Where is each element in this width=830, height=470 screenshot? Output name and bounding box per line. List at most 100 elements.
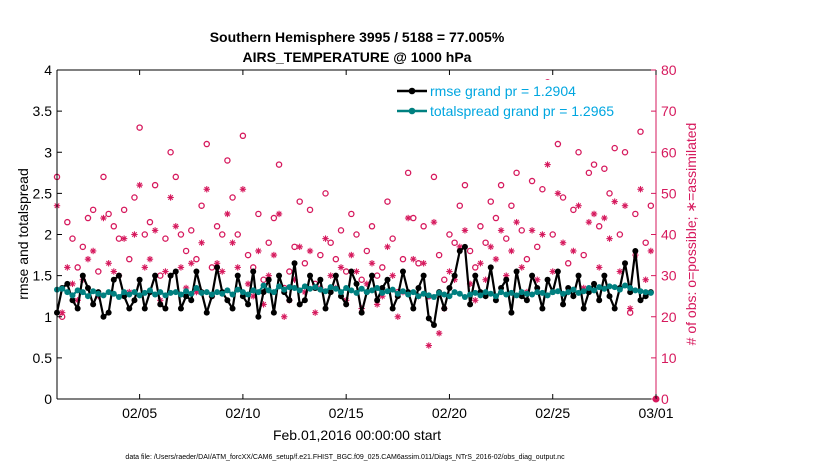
obs-possible-point: [492, 214, 500, 222]
obs-assimilated-point: [136, 181, 143, 189]
rmse-point: [343, 301, 350, 308]
totalspread-point: [467, 291, 474, 298]
obs-possible-point: [410, 214, 417, 222]
totalspread-point: [95, 290, 102, 297]
obs-possible-point: [456, 202, 464, 209]
rmse-point: [539, 305, 546, 312]
y-right-tick-label: 50: [661, 185, 677, 201]
totalspread-point: [420, 290, 427, 297]
obs-possible-point: [472, 264, 479, 271]
rmse-point: [642, 293, 649, 300]
obs-possible-point: [564, 260, 572, 267]
obs-assimilated-point: [606, 235, 613, 242]
rmse-point: [622, 260, 629, 267]
obs-possible-point: [301, 260, 309, 267]
obs-possible-point: [193, 255, 200, 263]
totalspread-point: [523, 290, 530, 297]
obs-assimilated-point: [477, 260, 484, 267]
obs-possible-point: [585, 169, 593, 177]
totalspread-point: [379, 289, 386, 296]
obs-possible-point: [477, 223, 484, 230]
rmse-point: [322, 305, 329, 312]
rmse-point: [245, 301, 252, 308]
totalspread-point: [265, 287, 272, 294]
obs-possible-point: [441, 276, 448, 283]
obs-possible-point: [342, 268, 350, 275]
totalspread-point: [446, 293, 453, 300]
rmse-point: [518, 293, 525, 300]
rmse-point: [554, 268, 561, 275]
obs-possible-point: [229, 194, 236, 201]
obs-possible-point: [317, 251, 324, 259]
obs-possible-point: [218, 231, 226, 238]
totalspread-point: [291, 284, 298, 291]
totalspread-point: [353, 289, 360, 296]
totalspread-point: [518, 289, 525, 296]
y-right-tick-label: 40: [661, 227, 677, 243]
y-left-axis-label: rmse and totalspread: [15, 168, 31, 300]
rmse-point: [270, 309, 277, 316]
obs-assimilated-point: [120, 235, 128, 242]
obs-assimilated-point: [487, 243, 494, 251]
y-right-tick-label: 20: [661, 309, 677, 325]
obs-assimilated-point: [575, 202, 582, 209]
rmse-point: [451, 272, 458, 279]
obs-assimilated-point: [188, 260, 195, 267]
obs-assimilated-point: [234, 264, 241, 271]
rmse-point: [64, 280, 71, 287]
totalspread-point: [513, 292, 520, 299]
y-right-tick-label: 10: [661, 350, 677, 366]
obs-assimilated-point: [203, 186, 210, 193]
totalspread-point: [100, 292, 107, 299]
obs-possible-point: [580, 251, 587, 259]
x-axis-ticks: 02/05 02/10 02/15 02/20 02/25 03/01: [122, 70, 674, 421]
totalspread-point: [136, 292, 143, 299]
rmse-point: [105, 309, 112, 316]
totalspread-point: [276, 283, 283, 290]
rmse-point: [74, 305, 81, 312]
y-right-tick-label: 30: [661, 268, 677, 284]
rmse-point: [498, 284, 505, 291]
obs-possible-point: [157, 272, 164, 279]
x-tick-label: 02/05: [122, 405, 157, 421]
obs-possible-point: [539, 186, 546, 193]
totalspread-point: [554, 288, 561, 295]
obs-assimilated-point: [642, 276, 649, 283]
obs-possible-point: [100, 173, 107, 181]
rmse-point: [183, 293, 190, 300]
rmse-point: [591, 280, 598, 287]
obs-assimilated-point: [518, 264, 525, 271]
totalspread-point: [121, 289, 128, 296]
obs-possible-point: [224, 157, 231, 164]
obs-possible-point: [533, 243, 541, 251]
obs-assimilated-point: [528, 227, 536, 234]
obs-assimilated-point: [105, 260, 112, 267]
obs-possible-point: [275, 161, 283, 168]
totalspread-point: [343, 284, 350, 291]
obs-assimilated-point: [250, 292, 257, 300]
obs-possible-point: [466, 247, 474, 255]
rmse-point: [110, 276, 117, 283]
obs-possible-point: [368, 223, 376, 230]
rmse-point: [69, 297, 76, 304]
totalspread-point: [544, 292, 551, 299]
obs-possible-point: [89, 206, 97, 214]
rmse-point: [529, 272, 536, 279]
obs-assimilated-point: [177, 264, 185, 271]
rmse-point: [203, 309, 210, 316]
obs-assimilated-point: [611, 198, 618, 205]
legend-entry-rmse: rmse grand pr = 1.2904: [430, 83, 576, 99]
obs-possible-point: [647, 202, 655, 209]
obs-possible-point: [487, 198, 495, 205]
obs-assimilated-point: [472, 297, 479, 304]
obs-possible-point: [306, 206, 314, 214]
y-right-axis-ticks: 0 10 20 30 40 50 60 70 80: [651, 62, 677, 407]
totalspread-point: [456, 290, 463, 297]
obs-possible-point: [446, 231, 453, 238]
obs-assimilated-point: [420, 260, 427, 267]
totalspread-point: [260, 282, 267, 289]
totalspread-point: [90, 288, 97, 295]
obs-assimilated-point: [601, 214, 608, 222]
obs-possible-point: [513, 169, 520, 177]
obs-possible-point: [203, 140, 210, 148]
